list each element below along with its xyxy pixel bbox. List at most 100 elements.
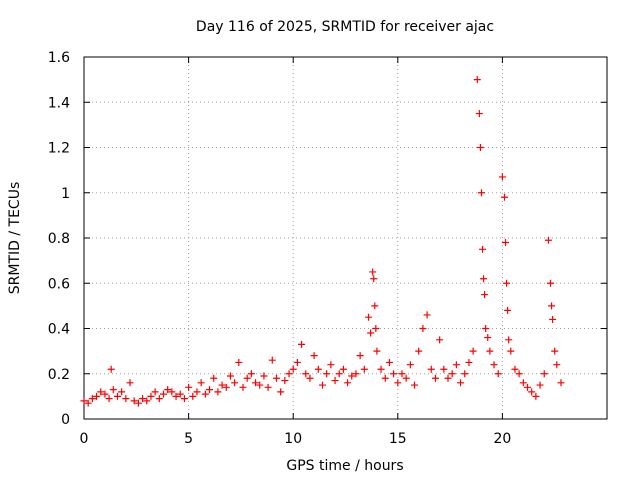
x-tick-label: 10 [284, 431, 302, 447]
data-point [370, 275, 378, 283]
data-point [505, 336, 513, 344]
data-point [394, 379, 402, 387]
data-point [264, 383, 272, 391]
data-point [377, 365, 385, 373]
grid-layer [84, 57, 607, 419]
data-point [97, 388, 105, 396]
data-point [511, 365, 519, 373]
data-point [544, 236, 552, 244]
data-point [448, 370, 456, 378]
data-point [369, 268, 377, 276]
data-point [360, 365, 368, 373]
data-point [532, 392, 540, 400]
data-point [398, 370, 406, 378]
data-point [469, 347, 477, 355]
data-point [482, 325, 490, 332]
data-point [436, 336, 444, 344]
data-point [155, 395, 163, 403]
data-point [473, 76, 481, 84]
data-point [477, 189, 485, 197]
data-point [105, 395, 113, 403]
y-tick-label: 1.6 [48, 50, 70, 66]
data-point [402, 374, 410, 382]
data-point [371, 302, 379, 310]
data-point [481, 291, 489, 299]
data-point [247, 370, 255, 378]
data-point [519, 379, 527, 387]
data-point [107, 365, 115, 373]
data-point [147, 392, 155, 400]
data-point [356, 352, 364, 360]
data-point [206, 386, 214, 394]
y-tick-label: 0.8 [48, 231, 70, 247]
data-point [289, 365, 297, 373]
data-point [243, 374, 251, 382]
data-point [381, 374, 389, 382]
data-point [318, 381, 326, 389]
data-point [314, 365, 322, 373]
y-tick-label: 1.4 [48, 95, 70, 111]
data-point [306, 374, 314, 382]
data-point [547, 279, 555, 287]
data-point [411, 381, 419, 389]
data-point [277, 388, 285, 396]
data-point [143, 397, 151, 405]
data-point [281, 377, 289, 385]
data-point [298, 340, 306, 348]
x-tick-label: 5 [184, 431, 193, 447]
data-point [214, 388, 222, 396]
data-point [139, 395, 147, 403]
data-point [339, 365, 347, 373]
data-point [109, 386, 117, 394]
data-point [484, 334, 492, 342]
data-point [465, 358, 473, 366]
data-point [373, 347, 381, 355]
data-point [344, 379, 352, 387]
data-point [494, 370, 502, 378]
data-point [372, 325, 380, 332]
ticks-layer: 0 5 10 15 20 0 0.2 0.4 0.6 0.8 1 1.2 1.4 1.6 [48, 50, 607, 447]
data-point [113, 392, 121, 400]
data-point [557, 379, 565, 387]
data-point [486, 347, 494, 355]
y-axis-label: SRMTID / TECUs [7, 182, 23, 295]
y-tick-label: 1 [61, 186, 70, 202]
data-point [252, 379, 260, 387]
data-point [293, 358, 301, 366]
data-point [201, 390, 209, 398]
data-point [419, 325, 427, 332]
data-point [122, 395, 130, 403]
data-point [302, 370, 310, 378]
data-point [210, 374, 218, 382]
data-point [548, 302, 556, 310]
data-point [476, 144, 484, 151]
data-point [498, 173, 506, 181]
y-tick-label: 0.4 [48, 322, 70, 338]
data-point [551, 347, 559, 355]
data-point [390, 370, 398, 378]
data-point [503, 279, 511, 287]
data-point [528, 388, 536, 396]
data-point [457, 379, 465, 387]
y-tick-label: 0 [61, 412, 70, 428]
data-point [475, 110, 483, 118]
x-tick-label: 0 [80, 431, 89, 447]
y-tick-label: 0.6 [48, 276, 70, 292]
data-point [88, 395, 96, 403]
data-point [461, 370, 469, 378]
data-point [256, 381, 264, 389]
data-point [500, 193, 508, 201]
data-point [327, 361, 335, 369]
data-point [490, 361, 498, 369]
data-point [159, 390, 167, 398]
data-point [101, 390, 109, 398]
data-point [515, 370, 523, 378]
data-point [268, 356, 276, 364]
data-point [335, 370, 343, 378]
data-point [197, 379, 205, 387]
data-point [507, 347, 515, 355]
points-layer [80, 76, 565, 407]
data-point [172, 392, 180, 400]
